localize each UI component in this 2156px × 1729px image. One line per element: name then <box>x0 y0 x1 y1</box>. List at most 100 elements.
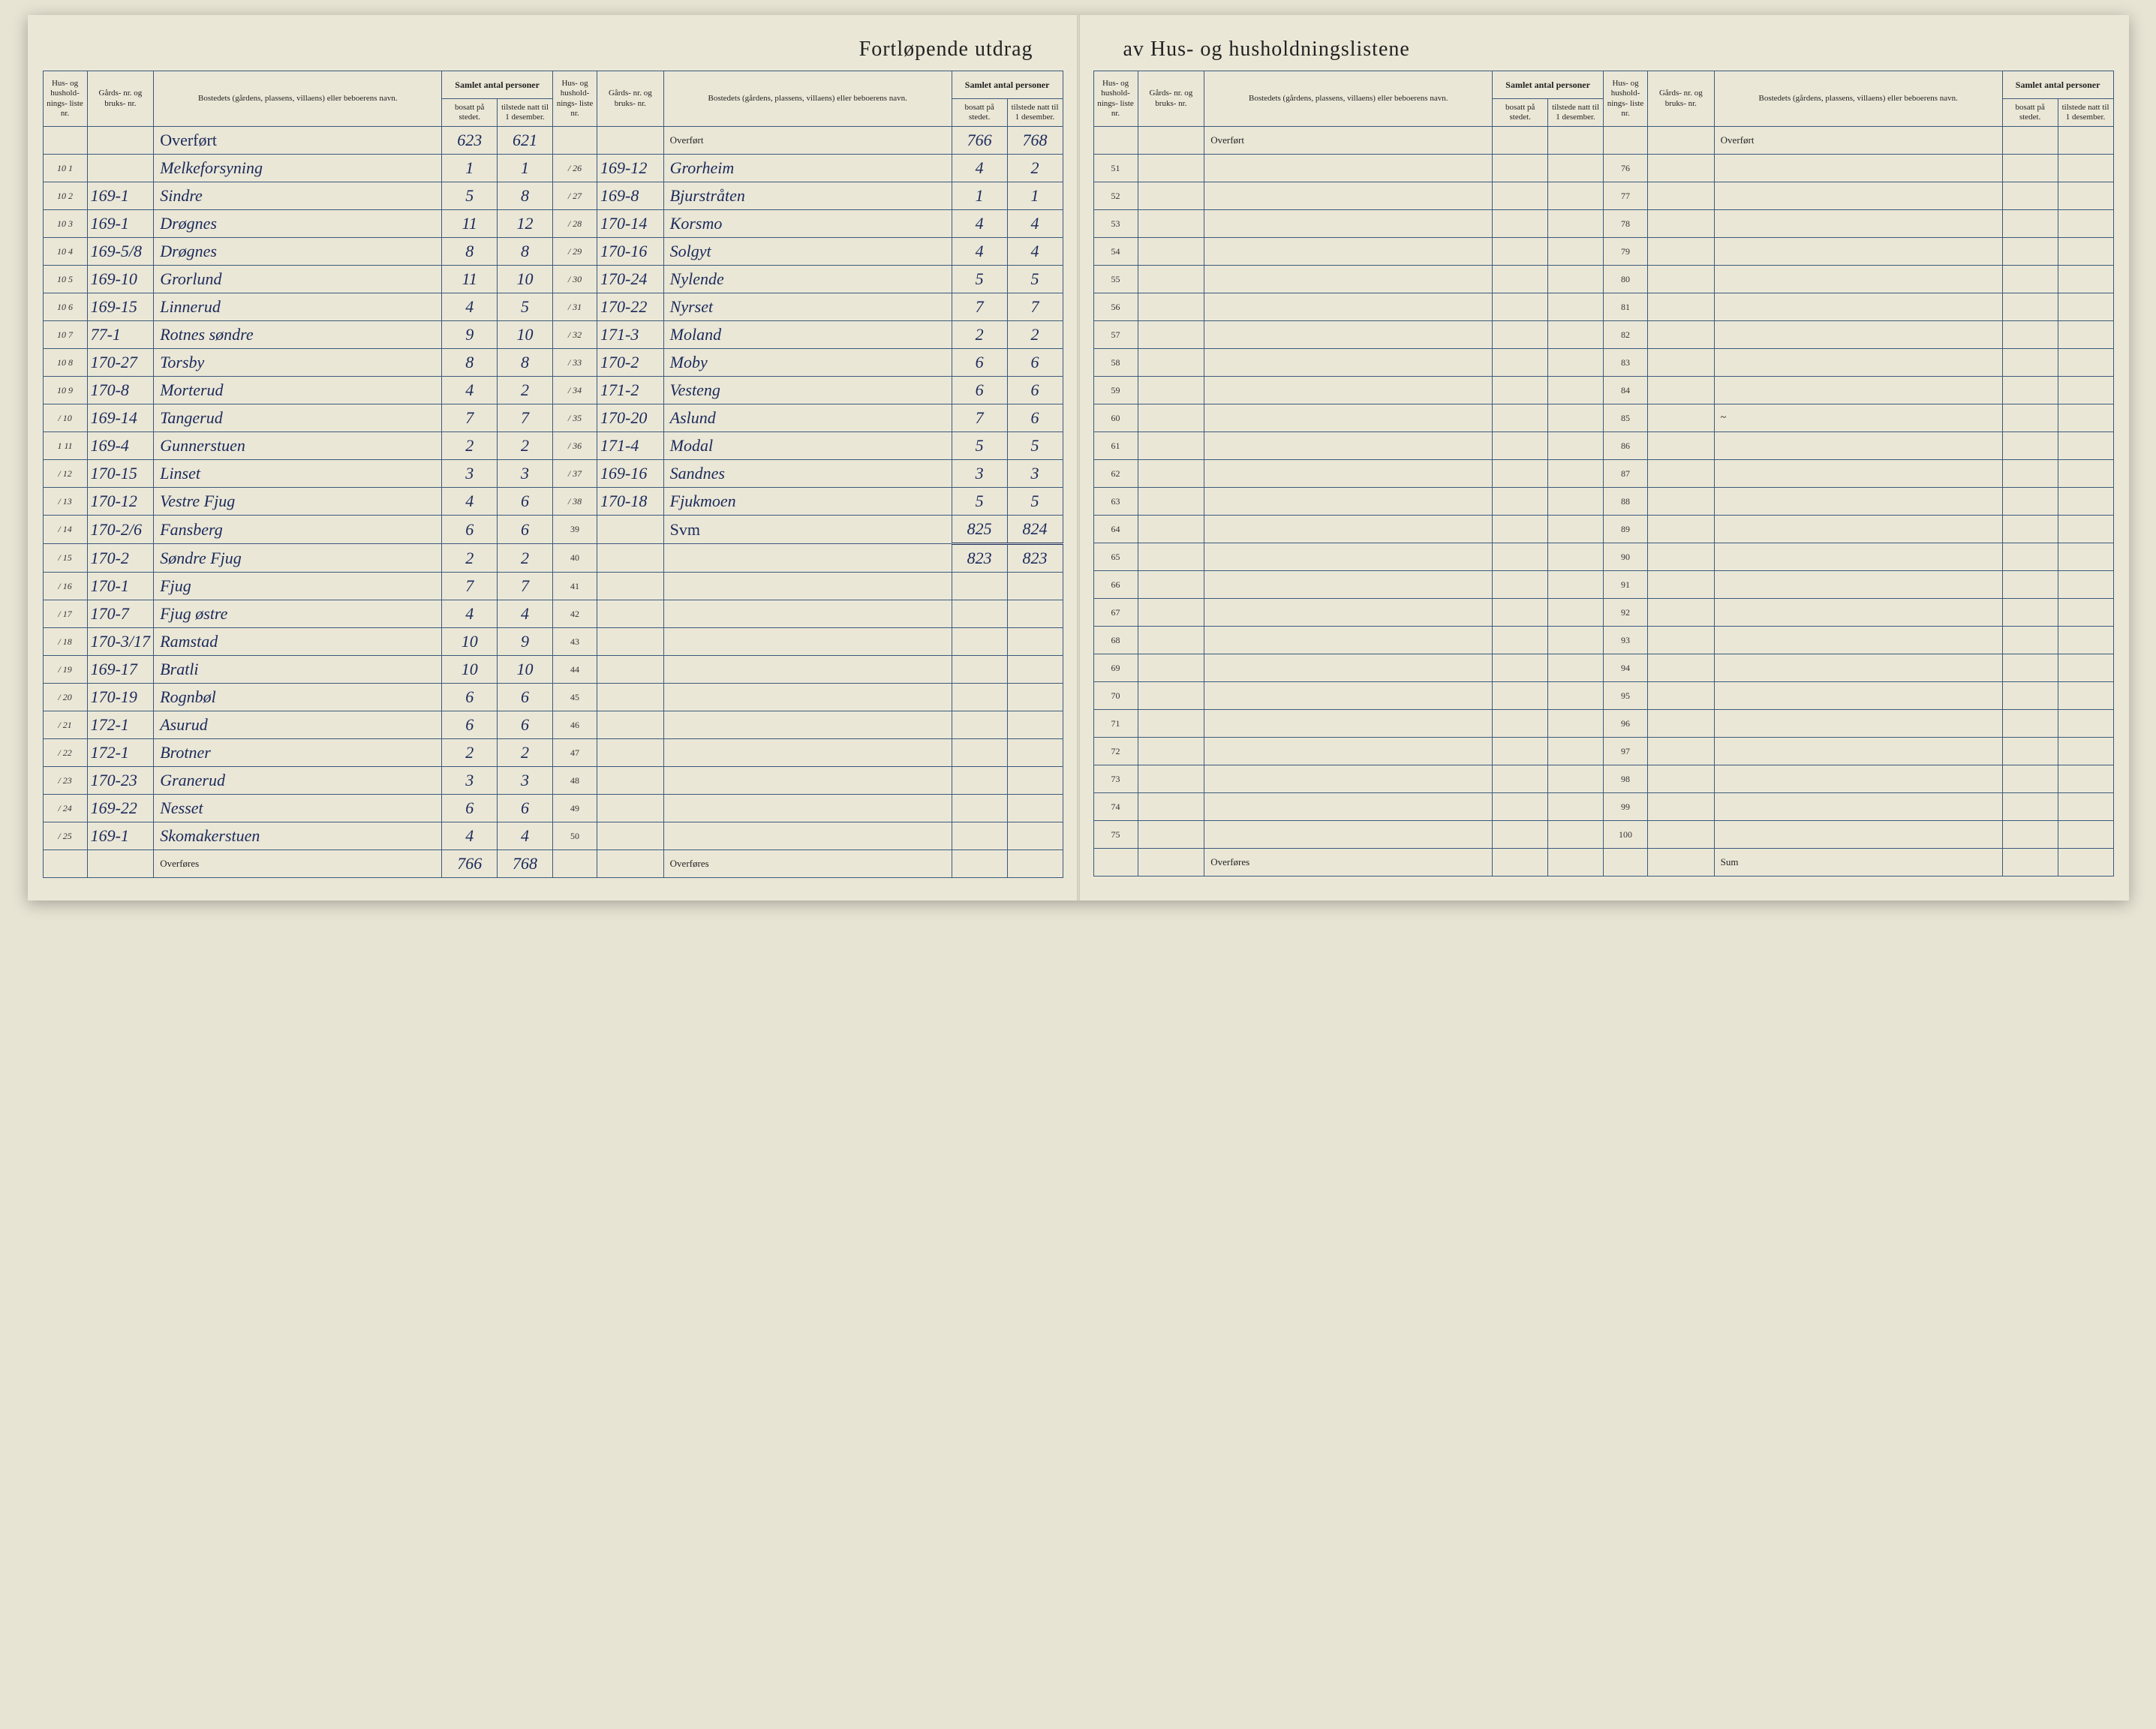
tilstede: 8 <box>498 238 553 266</box>
tilstede <box>1548 543 1604 571</box>
tilstede: 7 <box>498 573 553 600</box>
gard-cell <box>87 155 154 182</box>
bosted-cell <box>1714 793 2002 821</box>
table-row: 6388 <box>1093 488 2113 516</box>
bosatt: 2 <box>442 432 498 460</box>
bosatt: 2 <box>442 544 498 573</box>
liste-num: 83 <box>1603 349 1647 377</box>
tilstede <box>1548 738 1604 765</box>
gard-cell: 171-4 <box>597 432 664 460</box>
gard-cell <box>1648 432 1715 460</box>
bosted-cell: Gunnerstuen <box>154 432 442 460</box>
gard-cell <box>1138 321 1204 349</box>
bosted-cell <box>1204 460 1493 488</box>
tilstede: 5 <box>1007 432 1063 460</box>
bosatt: 4 <box>442 293 498 321</box>
tilstede: 7 <box>498 404 553 432</box>
tilstede: 6 <box>498 684 553 711</box>
table-row: / 14170-2/6Fansberg6639Svm825824 <box>43 516 1063 544</box>
right-table: Hus- og hushold- nings- liste nr. Gårds-… <box>1093 71 2114 877</box>
right-tbody: OverførtOverført517652775378547955805681… <box>1093 127 2113 877</box>
tilstede <box>2058 793 2113 821</box>
bosted-cell <box>1204 349 1493 377</box>
gard-cell <box>1138 821 1204 849</box>
bosatt <box>1493 765 1548 793</box>
bosatt: 10 <box>442 656 498 684</box>
bosatt: 3 <box>952 460 1007 488</box>
liste-num: 75 <box>1093 821 1138 849</box>
table-row: 6287 <box>1093 460 2113 488</box>
bosted-cell: Aslund <box>663 404 952 432</box>
tilstede <box>1548 349 1604 377</box>
tilstede: 9 <box>498 628 553 656</box>
liste-num: 74 <box>1093 793 1138 821</box>
gard-cell: 170-2 <box>597 349 664 377</box>
tilstede <box>1007 739 1063 767</box>
liste-num: 99 <box>1603 793 1647 821</box>
overfort-label: Overført <box>663 127 952 155</box>
table-row: 5782 <box>1093 321 2113 349</box>
gard-cell <box>1648 849 1715 877</box>
liste-num: 95 <box>1603 682 1647 710</box>
liste-num: 10 5 <box>43 266 87 293</box>
title-right: av Hus- og husholdningslistene <box>1093 38 2114 62</box>
liste-num: 64 <box>1093 516 1138 543</box>
table-row: / 19169-17Bratli101044 <box>43 656 1063 684</box>
gard-cell <box>1138 210 1204 238</box>
bosted-cell <box>1714 765 2002 793</box>
table-row: 7398 <box>1093 765 2113 793</box>
table-row: 5681 <box>1093 293 2113 321</box>
gard-cell <box>1138 460 1204 488</box>
tilstede <box>1548 821 1604 849</box>
left-page: Fortløpende utdrag Hus- og hushold- ning… <box>28 15 1078 901</box>
h-liste2: Hus- og hushold- nings- liste nr. <box>552 71 597 127</box>
h-tilstede-r2: tilstede natt til 1 desember. <box>2058 99 2113 127</box>
bosted-cell: Fjukmoen <box>663 488 952 516</box>
bosatt <box>1493 488 1548 516</box>
bosted-cell <box>1204 793 1493 821</box>
bosted-cell <box>663 600 952 628</box>
h-samlet2: Samlet antal personer <box>952 71 1063 99</box>
bosted-cell <box>1204 432 1493 460</box>
liste-num: / 18 <box>43 628 87 656</box>
bosted-cell <box>663 656 952 684</box>
table-row: 10 3169-1Drøgnes1112/ 28170-14Korsmo44 <box>43 210 1063 238</box>
liste-num: 80 <box>1603 266 1647 293</box>
table-row: 6691 <box>1093 571 2113 599</box>
bosatt <box>1493 460 1548 488</box>
tilstede <box>1548 155 1604 182</box>
table-row: 6994 <box>1093 654 2113 682</box>
bosatt <box>952 684 1007 711</box>
bosted-cell <box>1714 627 2002 654</box>
h-gard: Gårds- nr. og bruks- nr. <box>87 71 154 127</box>
tilstede <box>1007 684 1063 711</box>
bosatt: 7 <box>952 293 1007 321</box>
bosted-cell: Fjug <box>154 573 442 600</box>
bosatt: 6 <box>442 516 498 544</box>
liste-num: 10 1 <box>43 155 87 182</box>
tilstede <box>1548 182 1604 210</box>
liste-num: 10 2 <box>43 182 87 210</box>
bosatt <box>2002 516 2058 543</box>
bosted-cell: Sindre <box>154 182 442 210</box>
tilstede: 12 <box>498 210 553 238</box>
tilstede <box>1007 656 1063 684</box>
tilstede <box>2058 432 2113 460</box>
liste-num: 40 <box>552 544 597 573</box>
gard-cell <box>1648 543 1715 571</box>
gard-cell <box>1648 182 1715 210</box>
h-bosatt2: bosatt på stedet. <box>952 99 1007 127</box>
gard-cell <box>1648 460 1715 488</box>
bosatt <box>1493 377 1548 404</box>
gard-cell: 169-14 <box>87 404 154 432</box>
bosted-cell <box>1204 266 1493 293</box>
sum-label: Sum <box>1714 849 2002 877</box>
bosted-cell <box>1204 516 1493 543</box>
bosted-cell <box>1204 627 1493 654</box>
h-liste-r2: Hus- og hushold- nings- liste nr. <box>1603 71 1647 127</box>
liste-num: 57 <box>1093 321 1138 349</box>
bosted-cell <box>1714 293 2002 321</box>
bosatt <box>952 822 1007 850</box>
table-row: / 20170-19Rognbøl6645 <box>43 684 1063 711</box>
tilstede: 6 <box>1007 404 1063 432</box>
